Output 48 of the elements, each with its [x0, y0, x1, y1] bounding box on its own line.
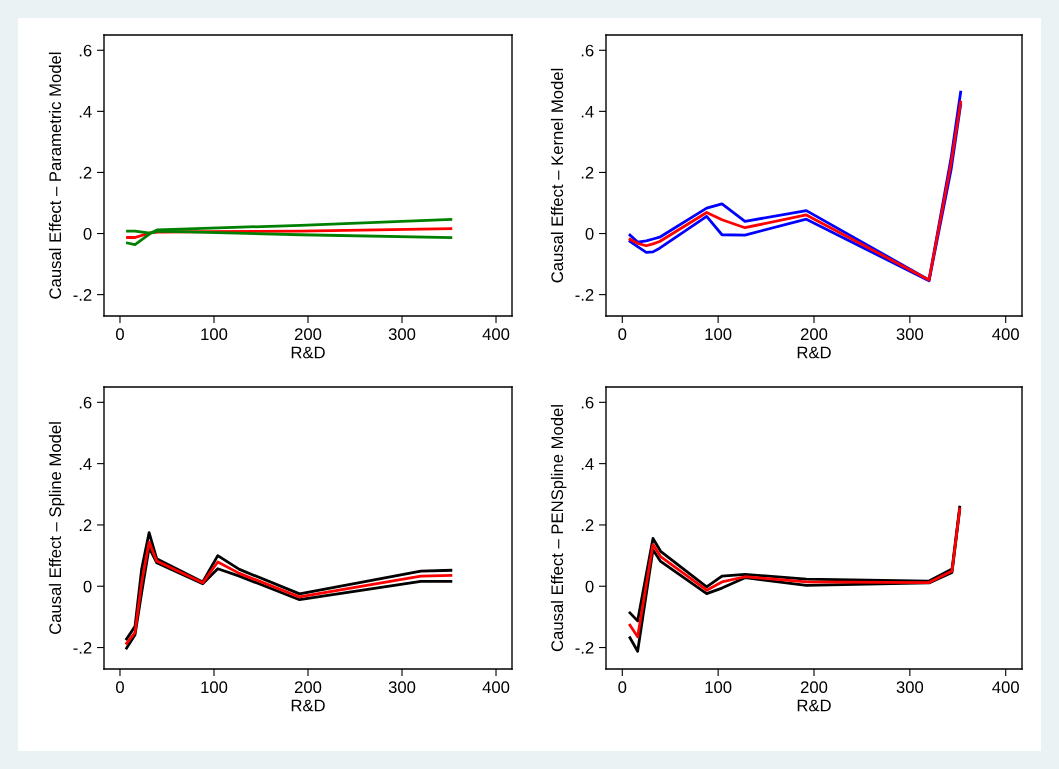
y-axis-title: Causal Effect – Parametric Model — [48, 52, 62, 299]
y-tick-label: -.2 — [575, 641, 594, 654]
x-tick-label: 400 — [992, 681, 1019, 694]
x-axis-title: R&D — [291, 346, 325, 359]
x-tick-label: 300 — [896, 328, 924, 341]
x-tick-label: 0 — [618, 328, 627, 341]
y-tick-label: .2 — [79, 519, 92, 531]
y-tick-label: .4 — [581, 105, 594, 118]
y-axis-title: Causal Effect – PENSpline Model — [550, 405, 567, 652]
x-tick-label: 400 — [992, 328, 1019, 341]
y-tick-label: -.2 — [73, 289, 92, 301]
x-tick-label: 0 — [116, 328, 124, 341]
x-axis-title: R&D — [797, 346, 831, 359]
y-axis-title: Causal Effect – Spline Model — [48, 422, 65, 635]
x-tick-label: 300 — [388, 681, 416, 694]
y-tick-label: .6 — [581, 396, 594, 409]
y-tick-label: .4 — [581, 458, 594, 470]
x-tick-label: 0 — [116, 681, 124, 694]
x-tick-label: 0 — [618, 681, 627, 694]
x-tick-label: 400 — [482, 681, 510, 694]
x-tick-label: 300 — [896, 681, 924, 694]
y-tick-label: -.2 — [73, 641, 92, 654]
y-tick-label: -.2 — [575, 289, 594, 301]
y-tick-label: 0 — [83, 227, 92, 240]
x-axis-title: R&D — [291, 699, 325, 712]
x-tick-label: 200 — [294, 328, 322, 341]
y-axis-title: Causal Effect – Kernel Model — [550, 68, 564, 283]
x-tick-label: 100 — [705, 681, 732, 694]
x-axis-title: R&D — [797, 699, 831, 712]
x-tick-label: 300 — [388, 328, 416, 341]
y-tick-label: .4 — [79, 458, 92, 470]
y-tick-label: .6 — [581, 44, 594, 57]
y-tick-label: .2 — [581, 166, 594, 179]
y-tick-label: 0 — [83, 580, 92, 593]
y-tick-label: 0 — [585, 580, 594, 593]
y-tick-label: .4 — [79, 105, 92, 118]
x-tick-label: 200 — [294, 681, 322, 694]
x-tick-label: 200 — [800, 328, 828, 341]
y-tick-label: 0 — [585, 227, 594, 240]
x-tick-label: 400 — [482, 328, 510, 341]
y-tick-label: .2 — [79, 166, 92, 179]
y-tick-label: .6 — [79, 396, 92, 409]
x-tick-label: 100 — [201, 681, 228, 694]
x-tick-label: 200 — [800, 681, 828, 694]
x-tick-label: 100 — [705, 328, 732, 341]
y-tick-label: .6 — [79, 44, 92, 57]
x-tick-label: 100 — [201, 328, 228, 341]
y-tick-label: .2 — [581, 519, 594, 531]
